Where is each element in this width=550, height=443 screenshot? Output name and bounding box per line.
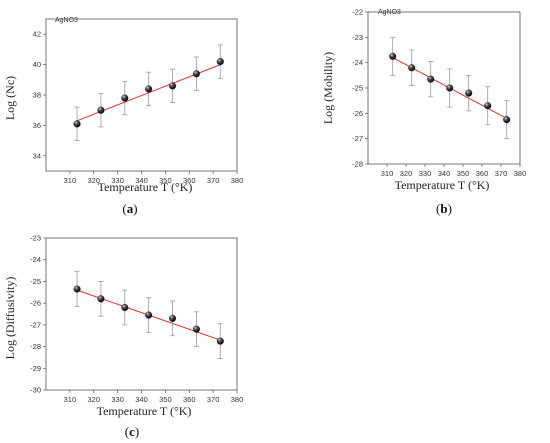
- caption-letter: a: [127, 201, 134, 216]
- x-tick-label: 320: [400, 169, 413, 178]
- data-point: [484, 102, 492, 110]
- panel-caption: (b): [436, 201, 452, 216]
- data-point: [168, 82, 177, 90]
- data-point: [465, 89, 473, 97]
- y-tick-label: -28: [30, 342, 41, 351]
- y-tick-label: -26: [30, 299, 41, 308]
- chart-b: AgNO3 Log (Mobility) Temperature T (°K) …: [321, 8, 526, 217]
- x-tick-label: 370: [495, 169, 508, 178]
- data-point: [73, 285, 81, 293]
- data-point: [168, 314, 177, 322]
- data-point: [97, 295, 105, 303]
- caption-letter: b: [440, 201, 447, 216]
- data-point: [145, 85, 153, 93]
- chart-c: Log (Diffusivity) Temperature T (°K) (c)…: [3, 234, 243, 440]
- data-point: [121, 303, 129, 312]
- data-point: [503, 116, 511, 124]
- y-tick-label: -28: [352, 160, 363, 169]
- x-axis-label: Temperature T (°K): [395, 178, 490, 192]
- x-tick-label: 380: [514, 169, 527, 178]
- data-point: [192, 325, 200, 333]
- data-point: [145, 311, 153, 319]
- x-tick-label: 350: [159, 176, 172, 185]
- x-tick-label: 380: [231, 395, 244, 404]
- y-tick-label: 42: [33, 30, 41, 39]
- y-axis-label: Log (Diffusivity): [3, 277, 17, 360]
- x-tick-label: 340: [438, 169, 451, 178]
- y-tick-label: -24: [30, 255, 41, 264]
- y-tick-label: 40: [33, 60, 41, 69]
- y-tick-label: -30: [30, 386, 41, 395]
- data-point: [97, 106, 105, 114]
- x-tick-label: 360: [183, 176, 196, 185]
- x-axis-label: Temperature T (°K): [98, 180, 193, 194]
- data-point: [427, 75, 435, 83]
- plot-frame: [45, 237, 238, 391]
- y-tick-label: 34: [33, 151, 41, 160]
- x-tick-label: 360: [476, 169, 489, 178]
- y-tick-label: -24: [352, 58, 363, 67]
- x-tick-label: 340: [135, 395, 148, 404]
- y-tick-label: -27: [352, 134, 363, 143]
- x-tick-label: 330: [111, 176, 124, 185]
- y-tick-label: -29: [30, 364, 41, 373]
- x-tick-label: 310: [381, 169, 394, 178]
- data-point: [192, 70, 200, 78]
- annotation-label: AgNO3: [378, 9, 401, 16]
- x-tick-label: 330: [111, 395, 124, 404]
- data-point: [73, 120, 81, 128]
- x-tick-label: 350: [457, 169, 470, 178]
- x-tick-label: 370: [207, 395, 220, 404]
- x-tick-label: 310: [64, 395, 77, 404]
- x-tick-label: 320: [87, 395, 100, 404]
- y-tick-label: -22: [352, 8, 363, 17]
- x-tick-label: 340: [135, 176, 148, 185]
- y-tick-label: 38: [33, 91, 41, 100]
- data-point: [446, 84, 454, 92]
- x-tick-label: 320: [87, 176, 100, 185]
- y-tick-label: -27: [30, 320, 41, 329]
- x-tick-label: 330: [419, 169, 432, 178]
- panel-caption: (a): [122, 201, 137, 216]
- y-axis-label: Log (Mobility): [321, 52, 335, 124]
- plot-frame: [367, 11, 521, 165]
- x-tick-label: 360: [183, 395, 196, 404]
- y-tick-label: -25: [352, 84, 363, 93]
- y-tick-label: -25: [30, 277, 41, 286]
- y-tick-label: -26: [352, 109, 363, 118]
- data-point: [121, 94, 129, 102]
- x-tick-label: 310: [64, 176, 77, 185]
- data-point: [389, 52, 397, 60]
- data-point: [216, 58, 224, 66]
- y-axis-label: Log (Nc): [3, 76, 17, 120]
- y-tick-label: -23: [30, 234, 41, 243]
- y-tick-label: 36: [33, 121, 41, 130]
- annotation-label: AgNO3: [55, 17, 78, 24]
- caption-letter: c: [129, 424, 135, 439]
- data-point: [216, 337, 224, 345]
- x-tick-label: 370: [207, 176, 220, 185]
- x-axis-label: Temperature T (°K): [97, 404, 192, 418]
- data-point: [408, 64, 416, 72]
- x-tick-label: 350: [159, 395, 172, 404]
- y-tick-label: -23: [352, 33, 363, 42]
- chart-a: AgNO3 Log (Nc) Temperature T (°K) (a) 31…: [3, 17, 243, 216]
- x-tick-label: 380: [231, 176, 244, 185]
- panel-caption: (c): [125, 424, 139, 439]
